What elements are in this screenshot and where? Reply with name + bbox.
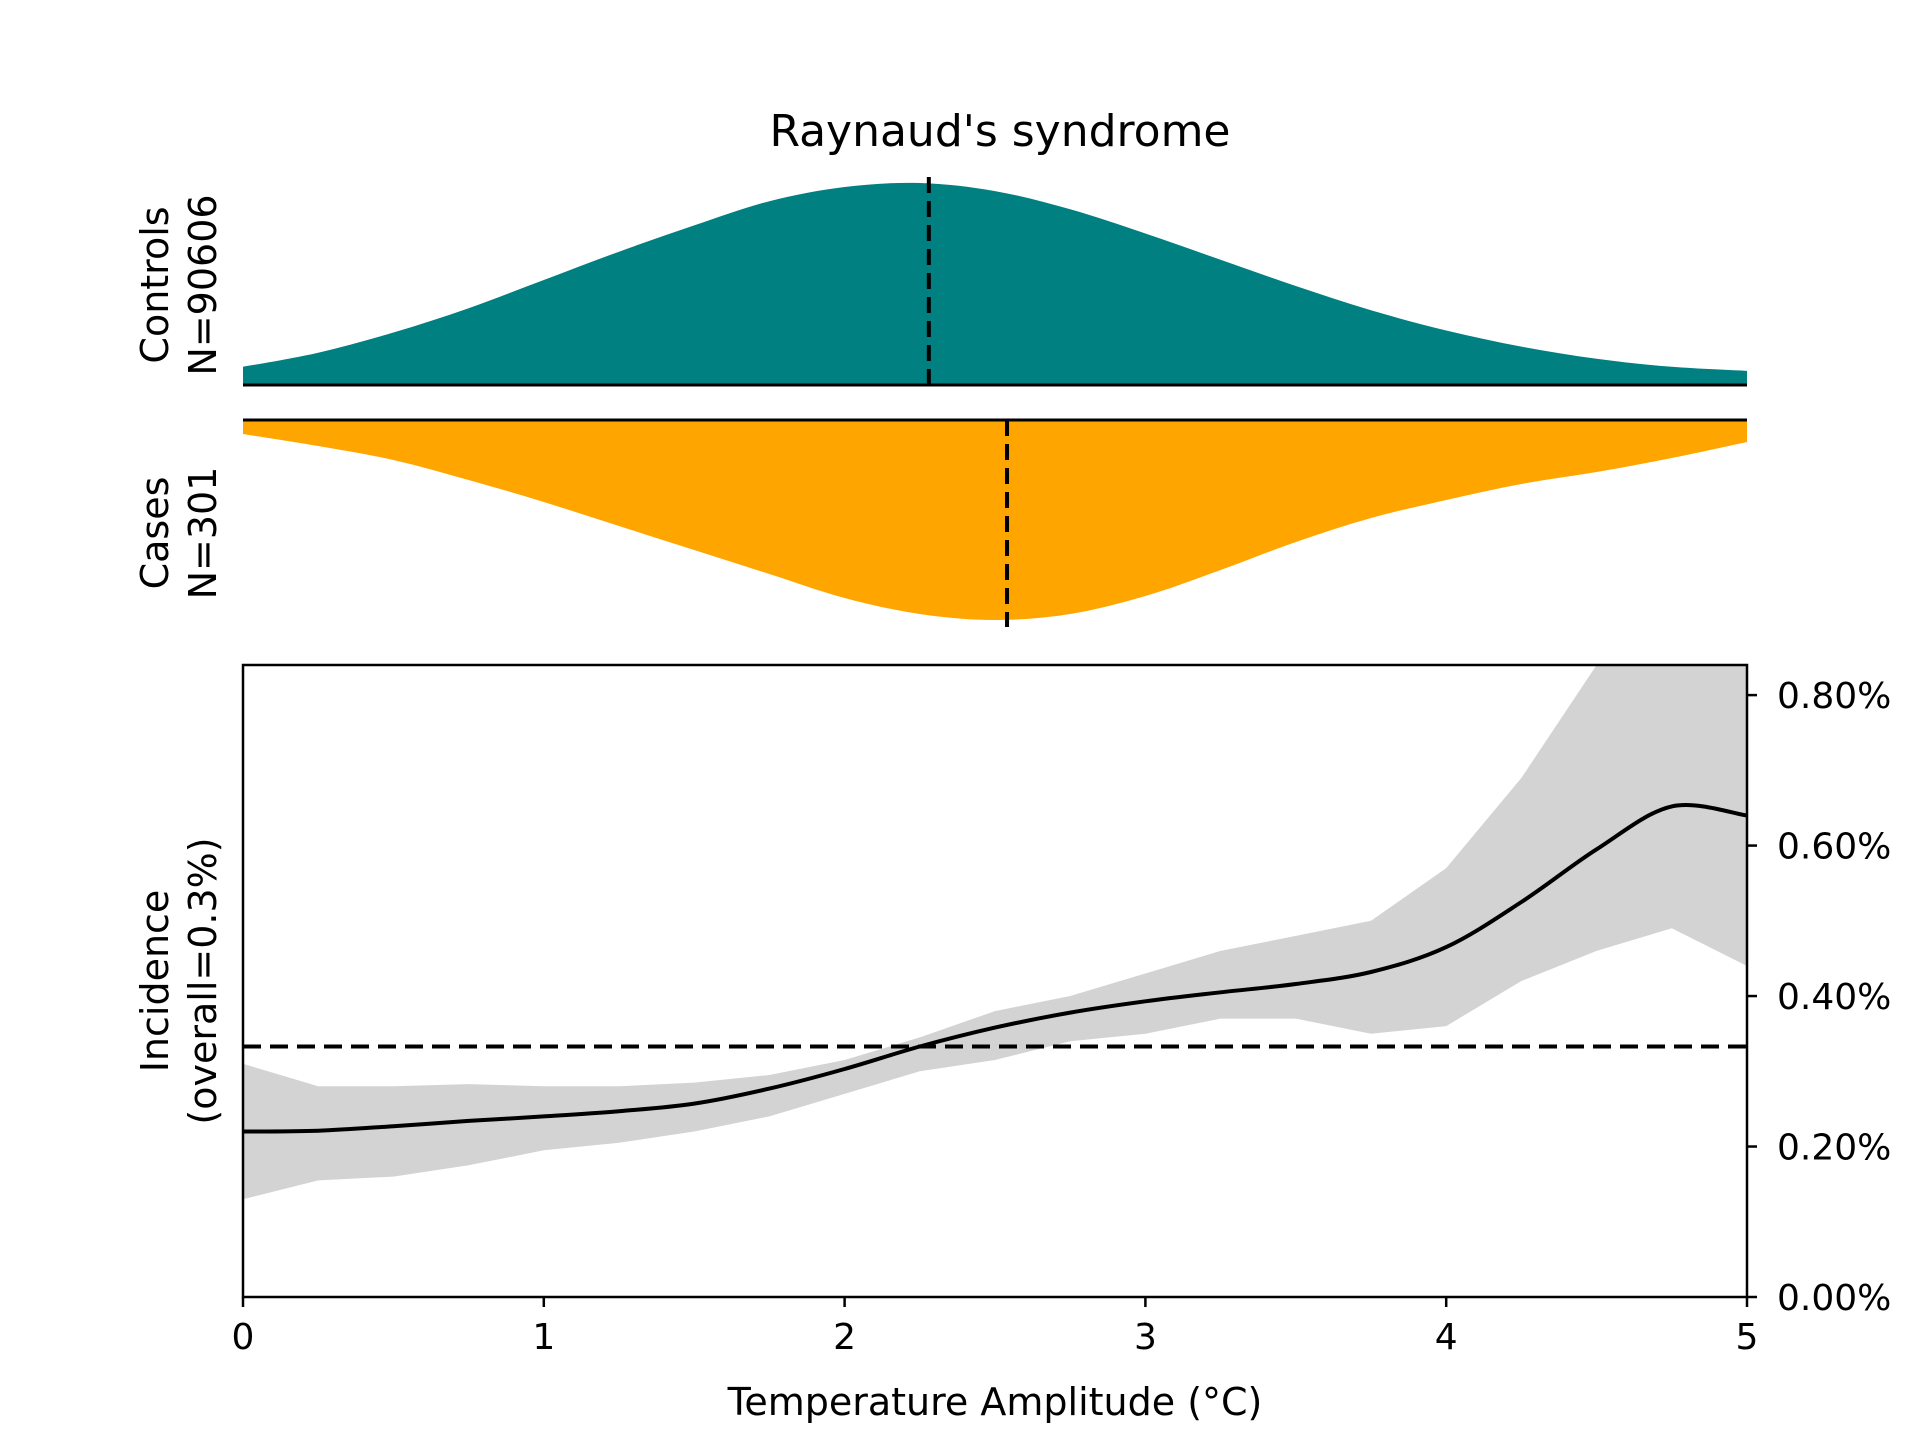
x-tick-label: 4 xyxy=(1435,1317,1458,1358)
cases-panel: Cases N=301 xyxy=(133,418,1747,628)
cases-count-label: N=301 xyxy=(181,467,225,600)
y-axis-label-overall: (overall=0.3%) xyxy=(181,837,225,1124)
incidence-line xyxy=(243,803,1747,1134)
x-tick-label: 2 xyxy=(833,1317,856,1358)
y-axis: 0.00% 0.20% 0.40% 0.60% 0.80% xyxy=(1747,676,1891,1319)
y-tick-label: 0.00% xyxy=(1777,1278,1891,1319)
controls-density-area xyxy=(243,182,1747,385)
cases-density-area xyxy=(243,420,1747,620)
controls-label: Controls xyxy=(133,206,177,363)
x-tick-label: 3 xyxy=(1134,1317,1157,1358)
x-axis: 0 1 2 3 4 5 xyxy=(232,1297,1759,1358)
incidence-panel: 0 1 2 3 4 5 0.00% 0.20% 0.40% 0.60% 0.80% Tempera… xyxy=(133,663,1891,1424)
x-axis-label: Temperature Amplitude (°C) xyxy=(727,1380,1263,1424)
controls-panel: Controls N=90606 xyxy=(133,175,1747,387)
confidence-band xyxy=(243,665,1747,1200)
chart-title: Raynaud's syndrome xyxy=(769,106,1230,157)
plot-frame xyxy=(241,663,1749,1299)
y-tick-label: 0.60% xyxy=(1777,827,1891,868)
y-tick-label: 0.20% xyxy=(1777,1128,1891,1169)
y-axis-label: Incidence xyxy=(133,890,177,1073)
cases-label: Cases xyxy=(133,477,177,590)
x-tick-label: 1 xyxy=(532,1317,555,1358)
controls-count-label: N=90606 xyxy=(181,194,225,375)
y-tick-label: 0.40% xyxy=(1777,977,1891,1018)
x-tick-label: 5 xyxy=(1736,1317,1759,1358)
x-tick-label: 0 xyxy=(232,1317,255,1358)
y-tick-label: 0.80% xyxy=(1777,676,1891,717)
